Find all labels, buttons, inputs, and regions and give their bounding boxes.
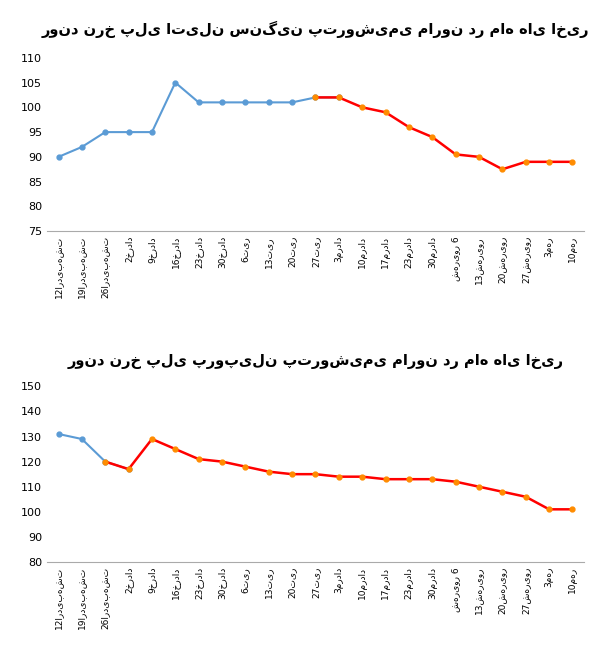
Title: روند نرخ پلی پروپیلن پتروشیمی مارون در ماه های اخیر: روند نرخ پلی پروپیلن پتروشیمی مارون در م…: [68, 354, 563, 369]
Title: روند نرخ پلی اتیلن سنگین پتروشیمی مارون در ماه های اخیر: روند نرخ پلی اتیلن سنگین پتروشیمی مارون …: [42, 21, 589, 38]
